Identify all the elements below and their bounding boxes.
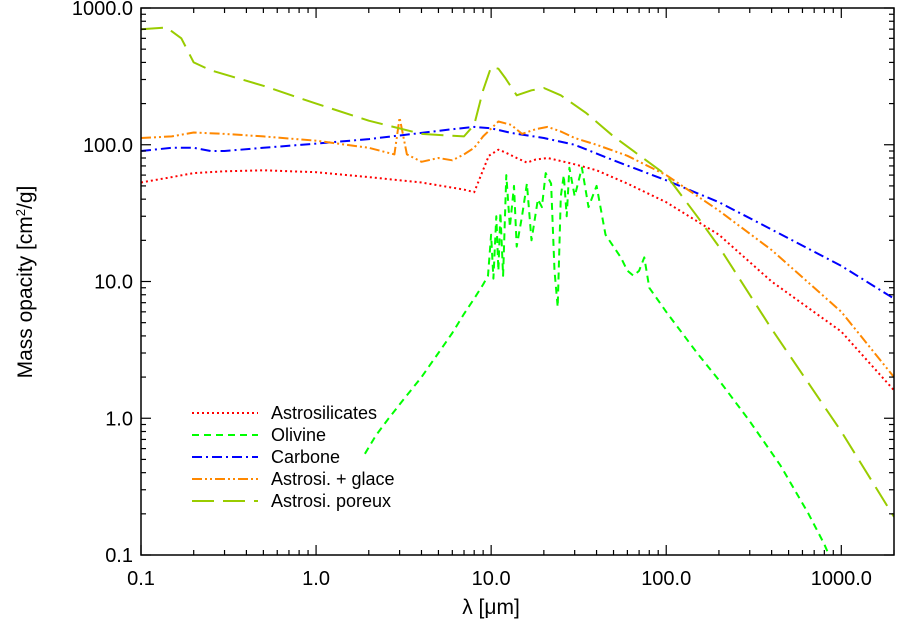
- y-tick-label-1: 0.1: [105, 545, 133, 567]
- series-line-2: [364, 166, 830, 555]
- y-tick-label-2: 1.0: [105, 408, 133, 430]
- series-line-5: [141, 26, 894, 518]
- legend-label-5: Astrosi. poreux: [271, 491, 391, 511]
- x-tick-label-2: 1.0: [302, 568, 330, 590]
- x-tick-label-3: 10.0: [472, 568, 511, 590]
- y-axis-label-superscript: 2: [13, 209, 28, 216]
- legend-label-3: Carbone: [271, 447, 340, 467]
- legend-label-4: Astrosi. + glace: [271, 469, 395, 489]
- legend-label-1: Astrosilicates: [271, 403, 377, 423]
- y-axis-label-main: Mass opacity [cm: [14, 216, 37, 378]
- y-tick-label-5: 1000.0: [72, 0, 133, 20]
- ticks-layer: [140, 7, 895, 556]
- series-layer: [141, 26, 894, 555]
- x-axis-label: λ [μm]: [462, 596, 520, 619]
- y-tick-label-3: 10.0: [94, 272, 133, 294]
- tick-labels-layer: 0.1 1.0 10.0 100.0 1000.0 0.1 1.0 10.0 100.0 1000…: [72, 0, 872, 590]
- x-tick-label-4: 100.0: [641, 568, 691, 590]
- series-line-3: [141, 125, 894, 300]
- y-tick-label-4: 100.0: [83, 135, 133, 157]
- x-tick-label-1: 0.1: [127, 568, 155, 590]
- x-tick-label-5: 1000.0: [811, 568, 872, 590]
- y-axis-label: Mass opacity [cm2/g]: [13, 186, 38, 379]
- y-axis-label-end: /g]: [14, 186, 37, 209]
- series-line-4: [141, 116, 894, 378]
- legend-label-2: Olivine: [271, 425, 326, 445]
